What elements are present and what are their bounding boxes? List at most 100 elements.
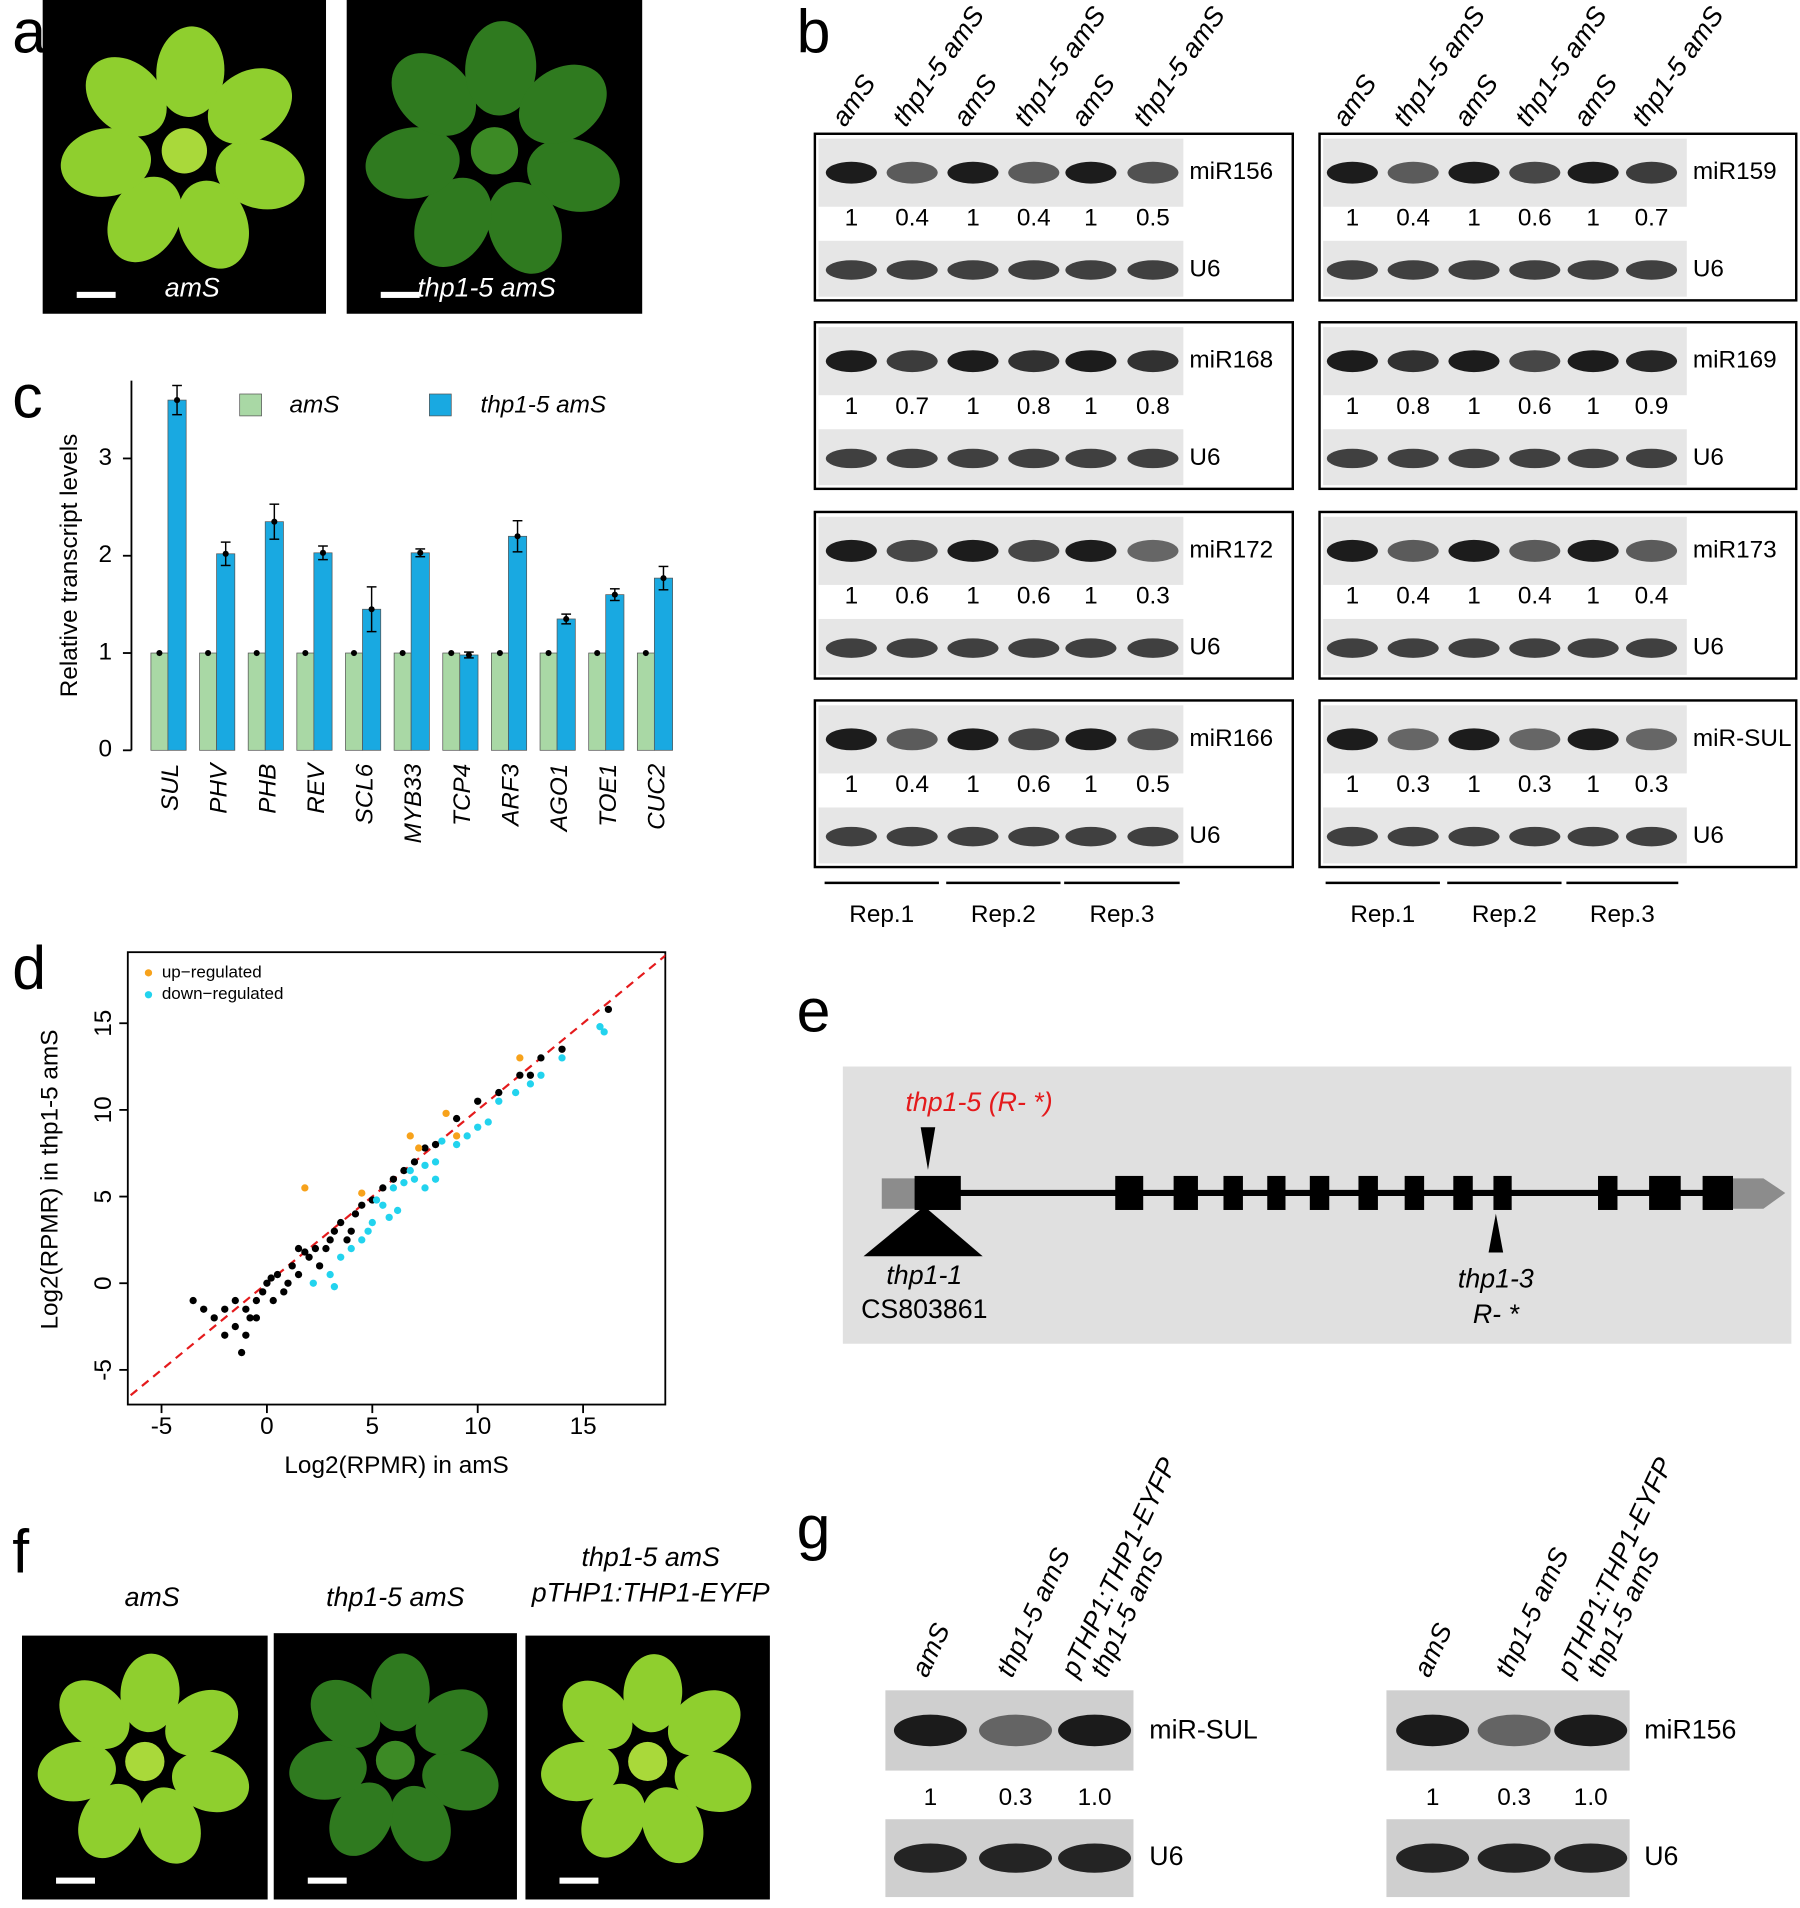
quantification: 1 [845, 204, 859, 231]
point [200, 1305, 208, 1313]
bar [442, 652, 461, 751]
rosette-center [125, 1741, 165, 1782]
quantification: 1 [966, 771, 980, 798]
blot-name: miR172 [1189, 536, 1273, 563]
leaf [623, 1654, 683, 1733]
quantification: 0.4 [895, 771, 929, 798]
leaf [391, 53, 477, 136]
band [1477, 1843, 1551, 1873]
band [825, 260, 877, 280]
quantification: 1.0 [1574, 1784, 1608, 1811]
x-tick-label: ARF3 [497, 763, 524, 828]
quantification: 1 [1426, 1784, 1440, 1811]
band [1567, 448, 1619, 469]
band [1326, 826, 1378, 847]
band [1326, 638, 1378, 658]
point [406, 1132, 414, 1140]
point [452, 1140, 461, 1149]
band [979, 1843, 1053, 1873]
band [1387, 448, 1439, 469]
quantification: 0.5 [1136, 771, 1170, 798]
exon [1453, 1175, 1473, 1210]
quantification: 1 [1586, 771, 1600, 798]
leaf [107, 176, 182, 263]
lane-label: amS [1567, 69, 1623, 131]
blot-name: miR-SUL [1149, 1715, 1258, 1745]
point [516, 1071, 524, 1079]
panel-letter: g [797, 1493, 831, 1561]
leaf [422, 1750, 499, 1811]
quantification: 0.4 [1518, 583, 1552, 610]
rosette-center [628, 1741, 668, 1782]
quantification: 1 [1467, 204, 1481, 231]
leaf [329, 1782, 394, 1856]
blot-strip [818, 807, 1184, 864]
band [1509, 638, 1561, 658]
band [1008, 260, 1060, 280]
band [1387, 728, 1439, 751]
blot-name: miR-SUL [1693, 725, 1792, 752]
blot-name: miR169 [1693, 347, 1777, 374]
blot-name: miR156 [1189, 158, 1273, 185]
exon [914, 1175, 961, 1210]
mean-dot [253, 649, 260, 657]
leaf [59, 1680, 130, 1750]
point [452, 1114, 461, 1123]
point [516, 1054, 524, 1062]
bar [491, 652, 509, 751]
band [1326, 539, 1378, 562]
genotype-label: thp1-5 amS [582, 1542, 720, 1572]
mutation-label: R- * [1473, 1299, 1521, 1329]
point [189, 1296, 197, 1305]
lane-label: thp1-5 amS [1127, 1, 1231, 132]
point [400, 1166, 408, 1175]
band [1065, 260, 1117, 280]
leaf [415, 1689, 488, 1755]
blot-name: miR173 [1693, 536, 1777, 563]
bar [653, 577, 673, 751]
point [301, 1184, 309, 1192]
point [431, 1140, 440, 1149]
quantification: 0.4 [1396, 204, 1430, 231]
utr [1733, 1178, 1786, 1209]
panel-letter: b [797, 0, 831, 66]
quantification: 1 [966, 393, 980, 420]
point [358, 1189, 366, 1197]
band [1387, 350, 1439, 373]
bar [636, 652, 655, 751]
point [273, 1270, 282, 1279]
point [474, 1097, 482, 1105]
leaf [641, 1787, 704, 1864]
leaf [581, 1783, 646, 1858]
rep-label: Rep.1 [1350, 901, 1415, 928]
point [267, 1274, 275, 1282]
band [825, 539, 877, 562]
quantification: 0.3 [1136, 583, 1170, 610]
point [358, 1201, 366, 1209]
lane-label: amS [947, 69, 1003, 131]
quantification: 0.8 [1396, 393, 1430, 420]
scale-bar [76, 291, 116, 298]
quantification: 0.7 [1635, 204, 1669, 231]
leaf [207, 68, 293, 145]
point [301, 1248, 309, 1256]
band [1567, 638, 1619, 658]
legend-swatch [239, 393, 262, 417]
band [1509, 826, 1561, 847]
point [410, 1158, 419, 1166]
point [600, 1028, 608, 1036]
quantification: 1 [1084, 204, 1098, 231]
bar [605, 594, 625, 751]
genotype-label: thp1-5 amS [326, 1582, 464, 1612]
band [1387, 260, 1439, 280]
exon [1598, 1175, 1618, 1210]
band [1477, 1714, 1551, 1747]
rep-label: Rep.1 [849, 901, 914, 928]
mean-dot [642, 649, 649, 657]
point [421, 1161, 429, 1170]
bar [588, 652, 607, 751]
mean-dot [156, 649, 163, 657]
leaf [541, 1742, 619, 1802]
bar [539, 652, 558, 751]
leaf [78, 1783, 143, 1859]
